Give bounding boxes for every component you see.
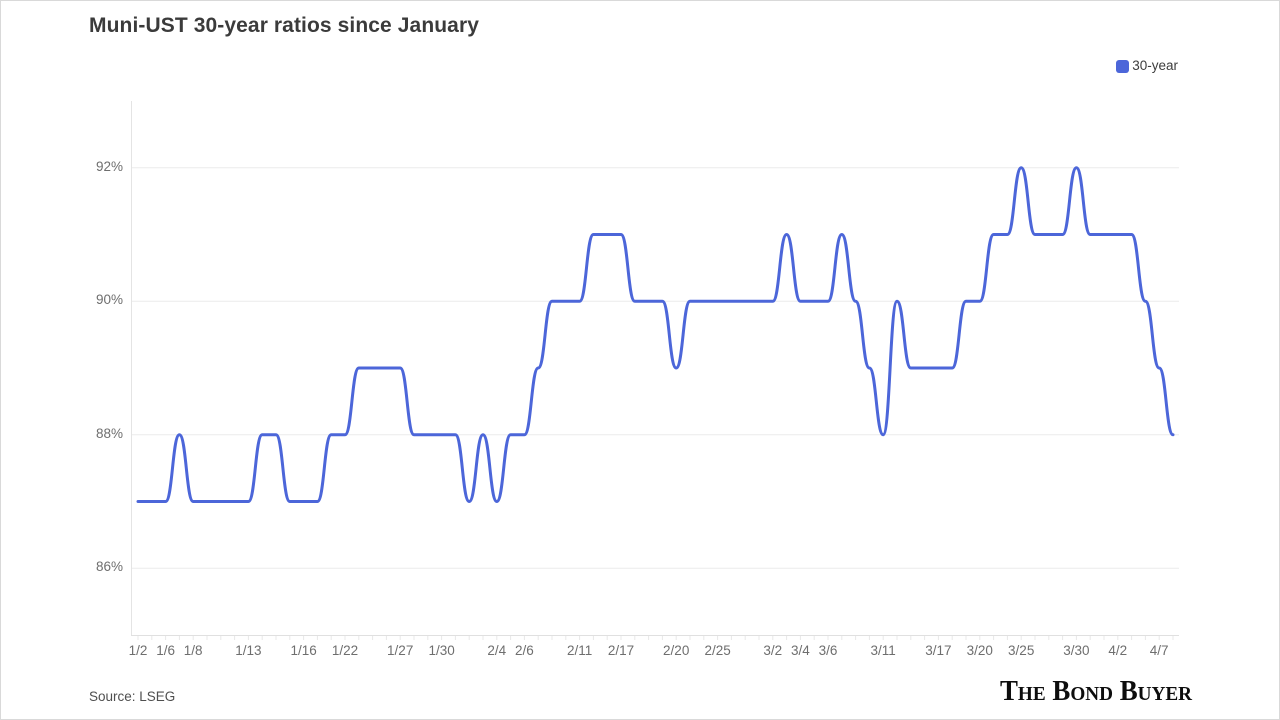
x-tick-label: 1/2 — [128, 643, 148, 658]
legend-label: 30-year — [1132, 58, 1178, 73]
x-tick-label: 1/8 — [183, 643, 203, 658]
x-tick-label: 1/22 — [331, 643, 359, 658]
x-tick-label: 3/30 — [1063, 643, 1090, 658]
chart-title: Muni-UST 30-year ratios since January — [89, 14, 480, 37]
x-tick-label: 3/20 — [966, 643, 993, 658]
line-chart — [131, 101, 1179, 640]
x-tick-label: 2/11 — [566, 643, 593, 658]
x-tick-label: 2/4 — [487, 643, 507, 658]
x-tick-label: 3/25 — [1008, 643, 1035, 658]
series-30-year-line — [136, 166, 1175, 504]
y-tick-label: 92% — [95, 158, 123, 174]
x-tick-label: 3/17 — [925, 643, 952, 658]
x-tick-label: 3/4 — [791, 643, 810, 658]
legend: 30-year — [1116, 59, 1178, 73]
publisher-logo: The Bond Buyer — [999, 676, 1192, 707]
source-credit: Source: LSEG — [89, 689, 176, 704]
x-tick-label: 1/30 — [428, 643, 455, 658]
x-tick-label: 4/2 — [1108, 643, 1128, 658]
y-tick-label: 90% — [95, 292, 123, 308]
x-tick-label: 1/16 — [290, 643, 317, 658]
x-tick-label: 1/27 — [387, 643, 414, 658]
legend-color-icon — [1116, 59, 1130, 73]
x-tick-label: 2/17 — [607, 643, 635, 658]
x-tick-label: 1/6 — [156, 643, 175, 658]
x-tick-label: 2/25 — [704, 643, 731, 658]
x-tick-label: 1/13 — [235, 643, 262, 658]
x-tick-label: 2/6 — [515, 643, 534, 658]
x-tick-label: 3/6 — [818, 643, 838, 658]
y-tick-label: 88% — [95, 425, 123, 441]
x-tick-label: 4/7 — [1149, 643, 1169, 658]
x-tick-label: 3/11 — [870, 643, 896, 658]
x-tick-label: 2/20 — [663, 643, 690, 658]
y-tick-label: 86% — [95, 559, 123, 575]
x-tick-label: 3/2 — [763, 643, 783, 658]
